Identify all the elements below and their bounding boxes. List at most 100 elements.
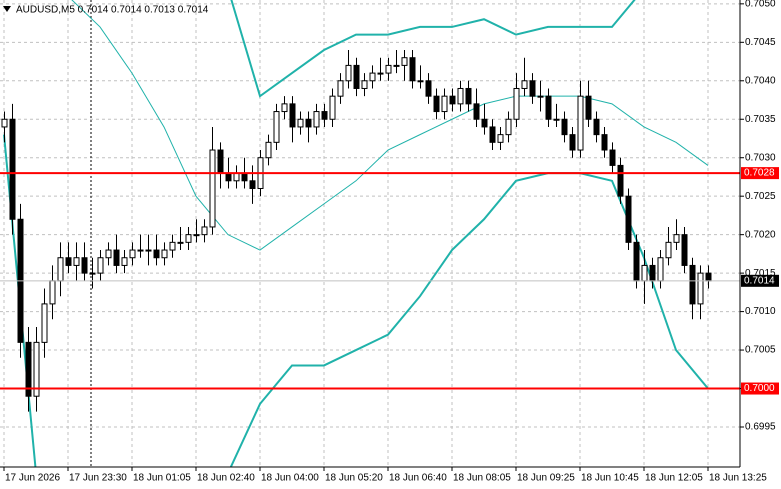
candle-body <box>9 118 16 220</box>
candle-body <box>337 80 344 97</box>
plot <box>0 0 740 467</box>
candle-body <box>593 118 600 136</box>
chart-title: AUDUSD,M5 0.7014 0.7014 0.7013 0.7014 <box>16 5 209 16</box>
candle-body <box>577 95 584 151</box>
candle-body <box>377 72 384 75</box>
x-tick-label: 18 Jun 06:40 <box>389 473 447 484</box>
last-price-box <box>741 274 779 287</box>
y-tick-label: 0.7045 <box>745 37 776 48</box>
candle-body <box>417 80 424 83</box>
candle-body <box>481 118 488 128</box>
menu-triangle[interactable] <box>3 6 11 12</box>
candle-body <box>425 80 432 97</box>
candle-body <box>569 134 576 151</box>
y-tick-label: 0.7030 <box>745 152 776 163</box>
candle-body <box>633 241 640 282</box>
candle-body <box>297 118 304 128</box>
candle-body <box>105 249 112 259</box>
candle-body <box>41 303 48 343</box>
level-label-box <box>741 167 779 180</box>
candle-body <box>241 172 248 182</box>
candle-body <box>49 280 56 305</box>
candle-body <box>57 257 64 282</box>
candle-body <box>81 257 88 274</box>
candle-body <box>249 180 256 189</box>
candle-body <box>537 95 544 98</box>
candle-body <box>73 257 80 266</box>
band-upper <box>230 0 636 98</box>
candle-body <box>489 126 496 143</box>
candle-body <box>137 249 144 252</box>
candle-body <box>305 118 312 128</box>
x-tick-label: 18 Jun 10:45 <box>581 473 639 484</box>
x-tick-label: 18 Jun 08:05 <box>453 473 511 484</box>
candle-body <box>409 57 416 82</box>
level-label: 0.7028 <box>744 168 775 179</box>
candle-body <box>641 264 648 282</box>
y-tick-label: 0.7005 <box>745 345 776 356</box>
candle-body <box>505 118 512 136</box>
candle-body <box>585 95 592 120</box>
candle-body <box>313 111 320 128</box>
candle-body <box>113 249 120 266</box>
candle-body <box>89 272 96 275</box>
y-tick-label: 0.7040 <box>745 75 776 86</box>
candle-body <box>353 64 360 89</box>
level-label: 0.7000 <box>744 383 775 394</box>
candle-body <box>465 87 472 105</box>
candle-body <box>185 234 192 243</box>
candle-body <box>177 241 184 244</box>
candle-body <box>545 95 552 120</box>
candle-body <box>225 172 232 182</box>
candle-body <box>513 87 520 120</box>
candle-body <box>529 80 536 97</box>
candle-body <box>385 64 392 74</box>
x-tick-label: 17 Jun 2026 <box>5 473 60 484</box>
level-label-box <box>741 382 779 395</box>
candle-body <box>33 341 40 397</box>
x-tick-label: 18 Jun 04:00 <box>261 473 319 484</box>
candle-body <box>609 149 616 166</box>
candle-body <box>121 257 128 266</box>
candle-body <box>153 249 160 259</box>
candle-body <box>169 241 176 251</box>
candle-body <box>657 257 664 282</box>
candle-body <box>457 87 464 105</box>
candle-body <box>201 226 208 236</box>
y-tick-label: 0.7035 <box>745 114 776 125</box>
candle-body <box>673 234 680 243</box>
candle-body <box>369 72 376 82</box>
y-tick-label: 0.7010 <box>745 306 776 317</box>
candle-body <box>705 272 712 282</box>
candle-body <box>649 264 656 282</box>
candle-body <box>273 111 280 143</box>
candle-body <box>497 134 504 143</box>
candle-body <box>617 164 624 197</box>
candle-body <box>129 249 136 259</box>
candle-body <box>601 134 608 151</box>
candle-body <box>521 80 528 89</box>
x-tick-label: 18 Jun 09:25 <box>517 473 575 484</box>
candle-body <box>161 249 168 259</box>
candle-body <box>697 272 704 305</box>
candle-body <box>1 118 8 128</box>
candle-body <box>289 103 296 128</box>
candle-body <box>361 80 368 89</box>
x-tick-label: 18 Jun 02:40 <box>197 473 255 484</box>
candle-body <box>449 95 456 105</box>
candle-body <box>209 149 216 228</box>
candle-body <box>65 257 72 266</box>
x-tick-label: 17 Jun 23:30 <box>69 473 127 484</box>
candle-body <box>473 103 480 120</box>
x-tick-label: 18 Jun 12:05 <box>645 473 703 484</box>
candle-body <box>321 111 328 120</box>
candle-body <box>393 64 400 67</box>
candle-body <box>433 95 440 113</box>
candle-body <box>217 149 224 174</box>
candle-body <box>441 95 448 113</box>
candle-body <box>97 257 104 274</box>
candle-body <box>561 118 568 136</box>
